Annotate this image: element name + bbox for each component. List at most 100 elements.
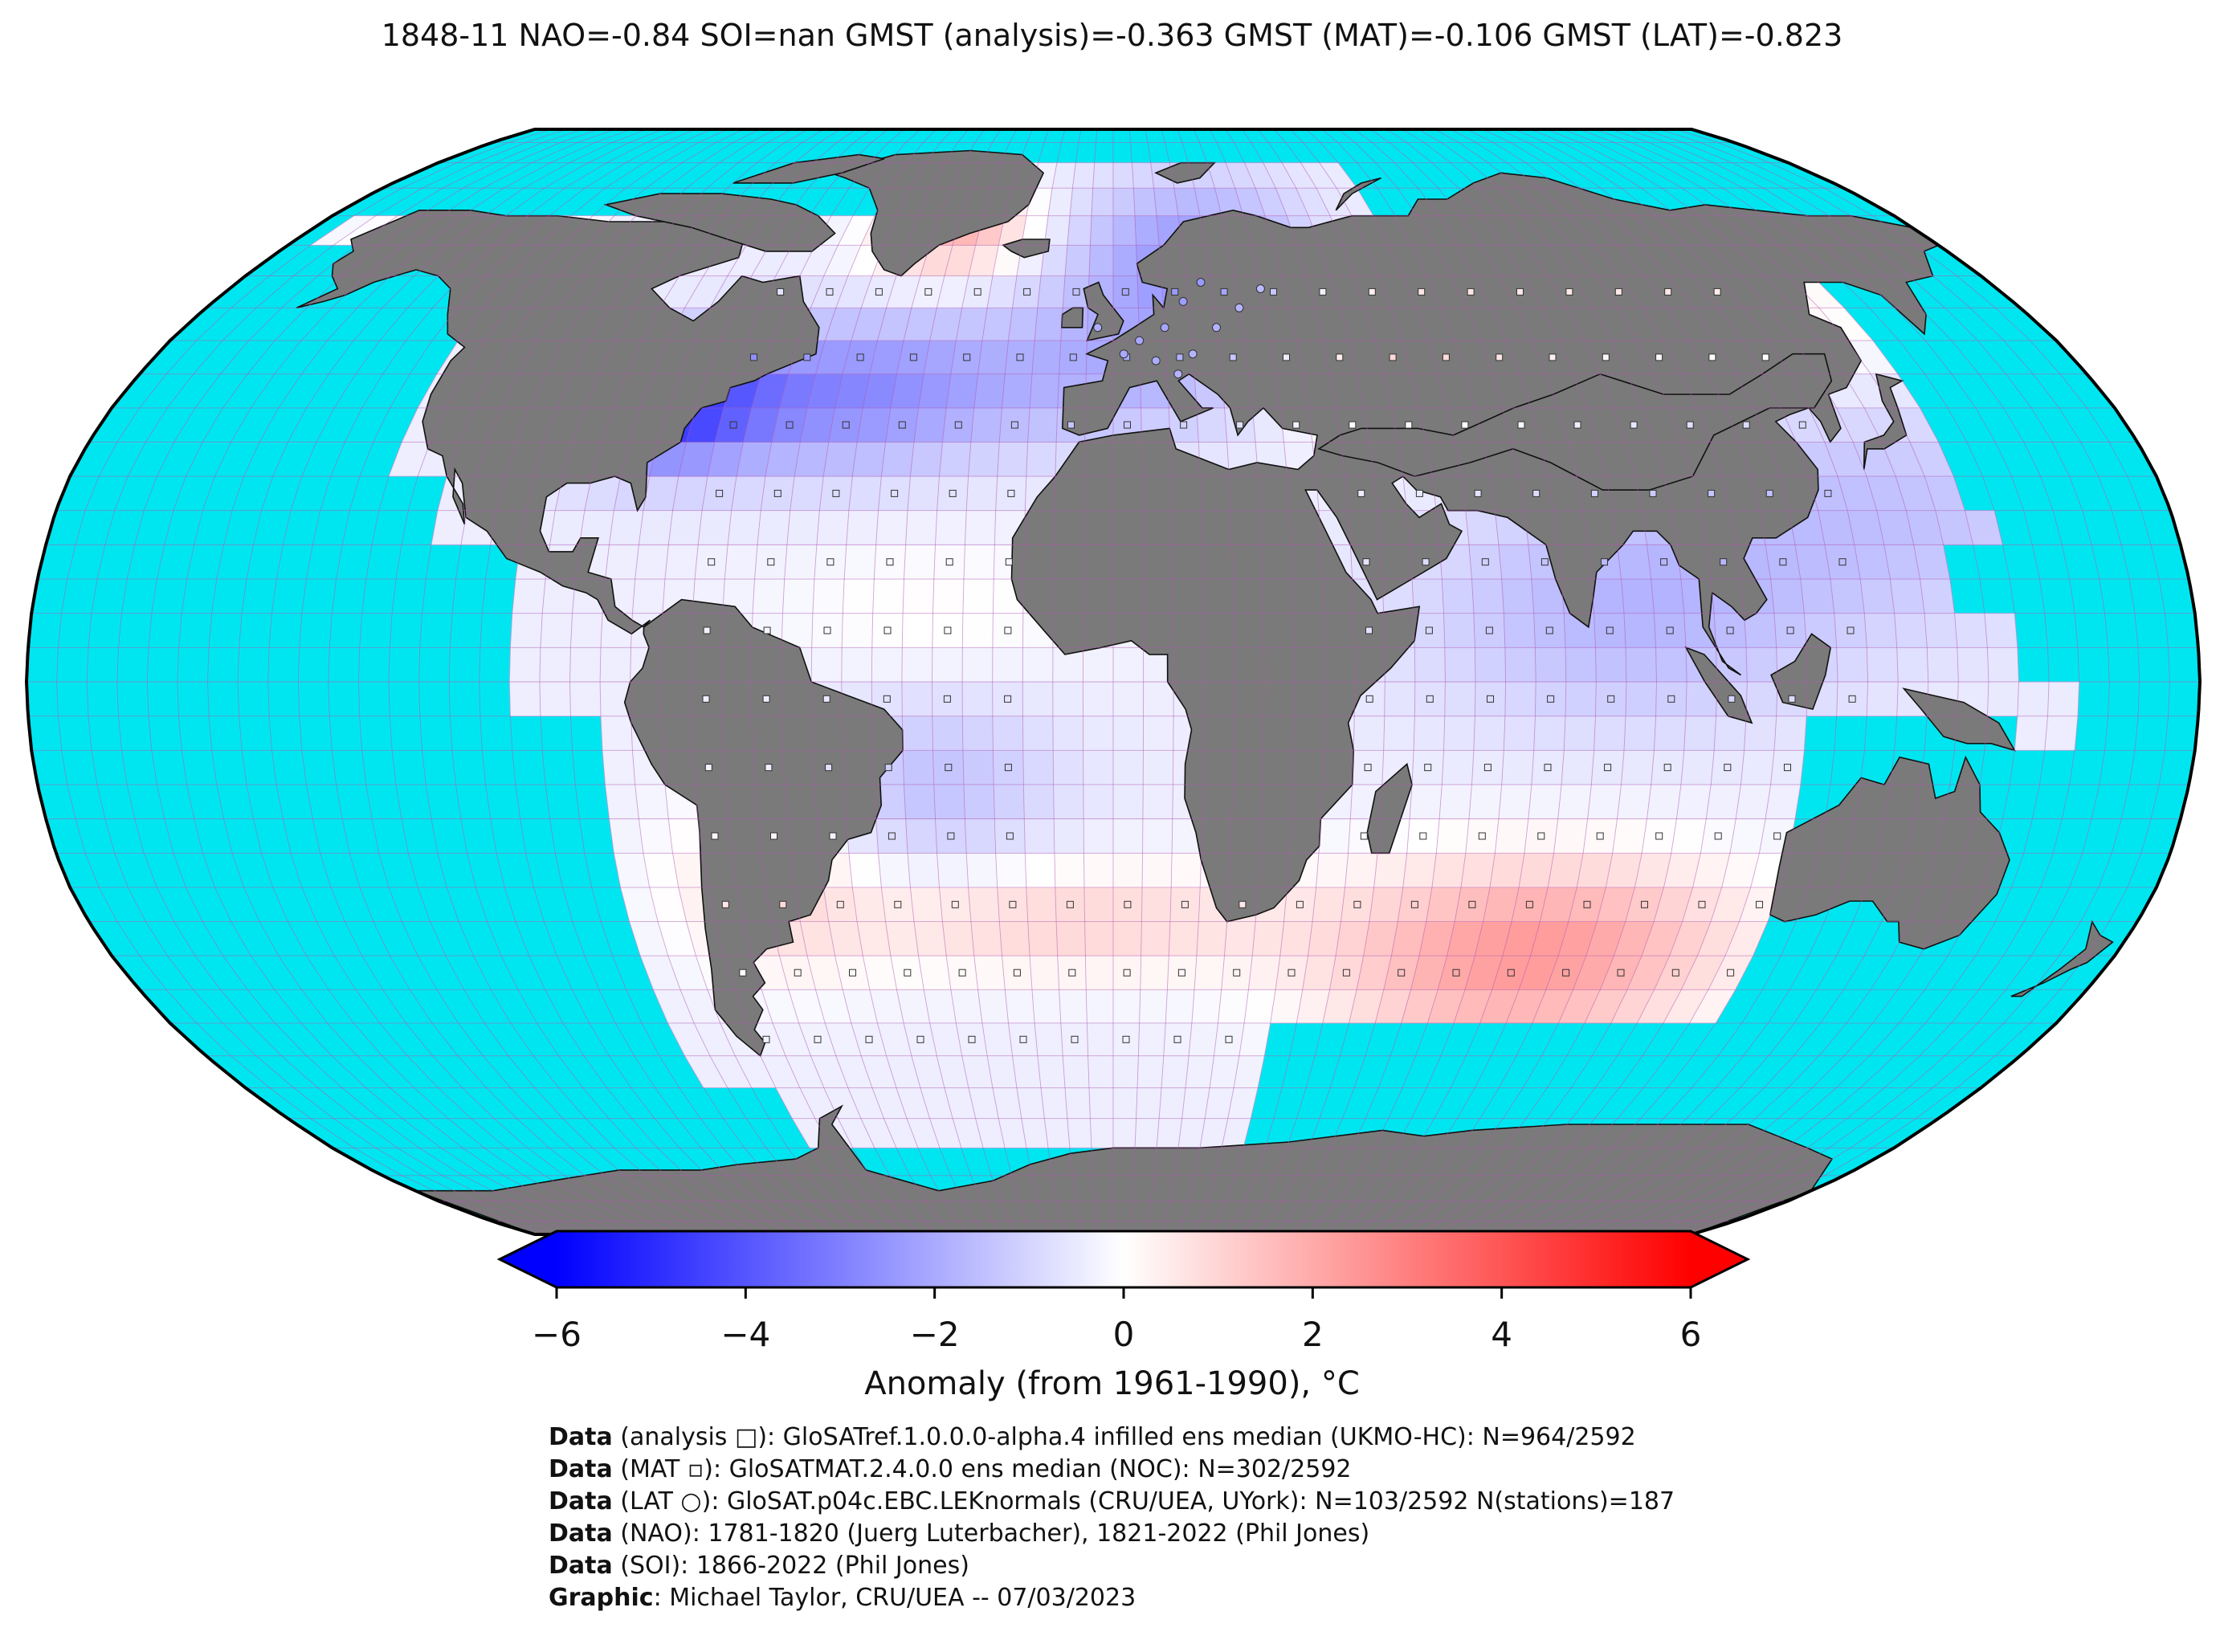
obs-marker (1418, 288, 1426, 296)
obs-marker (1724, 764, 1732, 772)
obs-marker (1124, 421, 1131, 429)
credit-label: Data (549, 1423, 613, 1451)
obs-marker (1005, 558, 1013, 566)
credit-text: (NAO): 1781-1820 (Juerg Luterbacher), 18… (612, 1519, 1370, 1548)
station-marker (1188, 349, 1198, 359)
obs-marker (891, 489, 899, 497)
obs-marker (1727, 969, 1735, 977)
obs-marker (954, 421, 962, 429)
obs-marker (904, 969, 912, 977)
obs-marker (1765, 489, 1773, 497)
obs-marker (1220, 288, 1228, 296)
obs-marker (1788, 695, 1796, 703)
obs-marker (1714, 832, 1722, 840)
obs-marker (1848, 695, 1856, 703)
obs-marker (1426, 695, 1434, 703)
credit-line: Data (LAT ○): GloSAT.p04c.EBC.LEKnormals… (549, 1486, 1675, 1518)
obs-marker (1319, 288, 1327, 296)
obs-marker (1655, 832, 1663, 840)
obs-marker (1069, 353, 1077, 361)
obs-marker (1067, 421, 1075, 429)
obs-marker (1798, 421, 1806, 429)
obs-marker (1474, 489, 1482, 497)
obs-marker (1452, 969, 1460, 977)
obs-marker (1072, 288, 1080, 296)
obs-marker (1544, 764, 1552, 772)
obs-marker (909, 353, 917, 361)
obs-marker (1239, 900, 1247, 908)
obs-marker (1013, 969, 1021, 977)
obs-marker (721, 900, 729, 908)
obs-marker (1461, 421, 1469, 429)
obs-marker (947, 832, 955, 840)
obs-marker (898, 421, 906, 429)
obs-marker (1010, 421, 1018, 429)
obs-marker (765, 764, 773, 772)
station-marker (1255, 284, 1265, 293)
obs-marker (1720, 558, 1728, 566)
obs-marker (829, 832, 837, 840)
obs-marker (1019, 1035, 1027, 1043)
obs-marker (1562, 969, 1570, 977)
obs-marker (1071, 1035, 1079, 1043)
obs-marker (1686, 421, 1694, 429)
obs-marker (1424, 764, 1432, 772)
obs-marker (849, 969, 856, 977)
obs-marker (865, 1035, 873, 1043)
colorbar-tick-label: 6 (1679, 1315, 1702, 1354)
obs-marker (716, 489, 724, 497)
obs-marker (825, 764, 833, 772)
credit-text: (LAT ○): GloSAT.p04c.EBC.LEKnormals (CRU… (612, 1487, 1675, 1515)
obs-marker (770, 832, 777, 840)
obs-marker (823, 626, 831, 634)
colorbar-tick-label: 2 (1301, 1315, 1324, 1354)
station-marker (1212, 323, 1221, 332)
station-marker (1093, 323, 1103, 332)
credit-text: (MAT ▫): GloSATMAT.2.4.0.0 ens median (N… (612, 1455, 1352, 1483)
obs-marker (832, 489, 840, 497)
obs-marker (958, 969, 966, 977)
obs-marker (1004, 695, 1012, 703)
obs-marker (1233, 969, 1241, 977)
obs-marker (916, 1035, 924, 1043)
obs-marker (1838, 558, 1847, 566)
station-markers (702, 278, 1856, 1043)
obs-marker (803, 353, 811, 361)
obs-marker (729, 421, 737, 429)
obs-marker (1357, 489, 1365, 497)
chart-title: 1848-11 NAO=-0.84 SOI=nan GMST (analysis… (381, 18, 1843, 53)
obs-marker (762, 695, 770, 703)
credit-line: Graphic: Michael Taylor, CRU/UEA -- 07/0… (549, 1582, 1675, 1614)
obs-marker (924, 288, 932, 296)
obs-marker (1287, 969, 1296, 977)
obs-marker (1517, 421, 1525, 429)
obs-marker (1068, 969, 1076, 977)
obs-marker (1596, 832, 1604, 840)
credit-text: (analysis □): GloSATref.1.0.0.0-alpha.4 … (612, 1423, 1636, 1451)
obs-marker (945, 558, 953, 566)
obs-marker (1824, 489, 1832, 497)
obs-marker (1225, 1035, 1233, 1043)
obs-marker (888, 832, 896, 840)
obs-marker (1365, 695, 1373, 703)
obs-marker (1360, 832, 1368, 840)
obs-marker (1283, 353, 1290, 361)
obs-marker (1176, 353, 1184, 361)
obs-marker (779, 900, 787, 908)
obs-marker (1726, 626, 1734, 634)
credit-line: Data (SOI): 1866-2022 (Phil Jones) (549, 1550, 1675, 1582)
station-marker (1151, 356, 1161, 365)
obs-marker (1004, 764, 1012, 772)
obs-marker (1663, 764, 1671, 772)
obs-marker (1545, 626, 1553, 634)
obs-marker (1666, 626, 1674, 634)
obs-marker (1671, 969, 1679, 977)
obs-marker (1614, 288, 1622, 296)
obs-marker (767, 558, 775, 566)
obs-marker (944, 626, 952, 634)
obs-marker (1641, 900, 1648, 908)
obs-marker (1532, 489, 1540, 497)
obs-marker (1121, 288, 1129, 296)
